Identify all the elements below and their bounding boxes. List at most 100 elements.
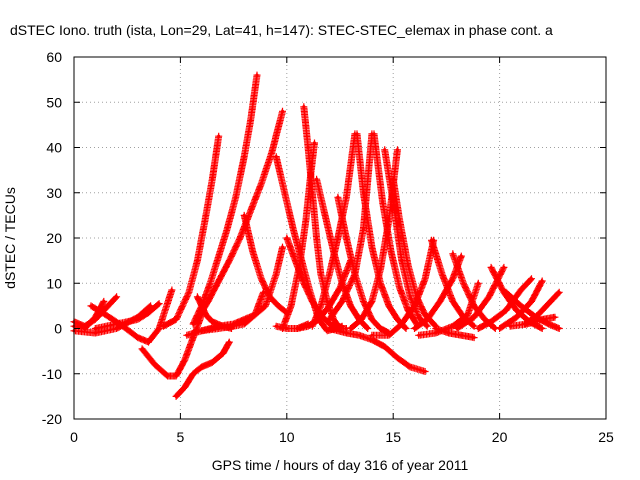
- data-point: [174, 394, 178, 398]
- y-axis-label: dSTEC / TECUs: [2, 187, 18, 289]
- data-point: [557, 326, 561, 331]
- data-point: [319, 304, 323, 308]
- data-point: [400, 259, 404, 263]
- data-point: [440, 272, 444, 276]
- data-point: [344, 195, 348, 199]
- data-point: [295, 326, 300, 331]
- data-point: [306, 145, 310, 150]
- data-point: [493, 326, 497, 331]
- data-point: [446, 331, 451, 335]
- data-point: [104, 313, 108, 317]
- data-point: [187, 290, 191, 294]
- data-point: [217, 254, 221, 258]
- data-point: [483, 317, 487, 322]
- data-point: [208, 281, 212, 285]
- data-point: [166, 374, 170, 378]
- data-point: [259, 277, 263, 281]
- data-point: [191, 322, 195, 326]
- data-point: [451, 299, 455, 303]
- data-point: [314, 177, 319, 181]
- data-point: [395, 317, 400, 322]
- data-point: [353, 272, 357, 276]
- data-point: [221, 351, 225, 355]
- data-point: [227, 340, 231, 344]
- data-point: [378, 268, 383, 272]
- data-point: [361, 191, 366, 195]
- data-point: [306, 324, 310, 328]
- data-point: [191, 372, 195, 376]
- y-tick-label: 60: [46, 49, 62, 65]
- data-point: [412, 304, 417, 308]
- data-point: [519, 288, 523, 292]
- data-point: [429, 238, 434, 242]
- data-point: [297, 263, 302, 267]
- data-point: [291, 227, 295, 231]
- data-point: [395, 148, 400, 152]
- x-tick-label: 5: [177, 429, 185, 445]
- data-point: [370, 299, 374, 303]
- data-point: [391, 177, 395, 181]
- data-point: [253, 313, 257, 317]
- data-point: [136, 335, 140, 340]
- data-point: [195, 295, 200, 299]
- data-point: [515, 308, 519, 312]
- data-point: [204, 313, 208, 317]
- data-point: [238, 236, 242, 240]
- data-point: [359, 317, 363, 322]
- data-point: [157, 326, 161, 331]
- data-point: [557, 290, 561, 294]
- series-track: [193, 293, 235, 332]
- data-point: [459, 254, 463, 258]
- data-point: [389, 249, 393, 254]
- data-point: [417, 315, 421, 319]
- data-point: [227, 259, 231, 263]
- data-point: [195, 317, 200, 322]
- data-point: [93, 331, 97, 335]
- data-point: [519, 304, 523, 308]
- series-track: [347, 146, 401, 332]
- data-point: [157, 302, 161, 306]
- data-point: [536, 313, 540, 317]
- data-point: [349, 326, 353, 331]
- data-point: [280, 109, 285, 113]
- data-point: [380, 200, 385, 204]
- data-point: [412, 326, 417, 331]
- data-point: [323, 213, 327, 217]
- data-point: [270, 150, 274, 154]
- series-track: [370, 130, 421, 328]
- data-point: [423, 277, 427, 281]
- data-point: [434, 331, 438, 335]
- data-point: [114, 326, 119, 331]
- data-point: [146, 311, 151, 315]
- data-point: [312, 141, 317, 145]
- data-point: [310, 299, 314, 303]
- data-point: [308, 177, 312, 181]
- data-point: [327, 317, 331, 322]
- data-point: [200, 329, 204, 333]
- data-point: [274, 324, 278, 328]
- data-point: [93, 315, 97, 319]
- data-point: [472, 335, 476, 340]
- data-point: [327, 272, 331, 276]
- data-point: [395, 356, 400, 360]
- data-point: [336, 195, 340, 199]
- data-point: [170, 288, 174, 292]
- y-tick-label: 30: [46, 185, 62, 201]
- data-point: [104, 306, 108, 310]
- data-point: [314, 236, 319, 240]
- data-point: [242, 317, 246, 322]
- series-track: [279, 139, 318, 332]
- data-point: [146, 340, 151, 344]
- data-point: [263, 304, 268, 308]
- y-tick-label: -20: [42, 411, 62, 427]
- data-point: [276, 304, 280, 308]
- series-markers: [189, 71, 261, 328]
- data-point: [114, 295, 119, 299]
- data-point: [387, 218, 391, 222]
- data-point: [327, 326, 331, 331]
- x-tick-label: 0: [70, 429, 78, 445]
- data-point: [397, 218, 402, 222]
- data-point: [289, 304, 293, 308]
- data-point: [114, 322, 119, 326]
